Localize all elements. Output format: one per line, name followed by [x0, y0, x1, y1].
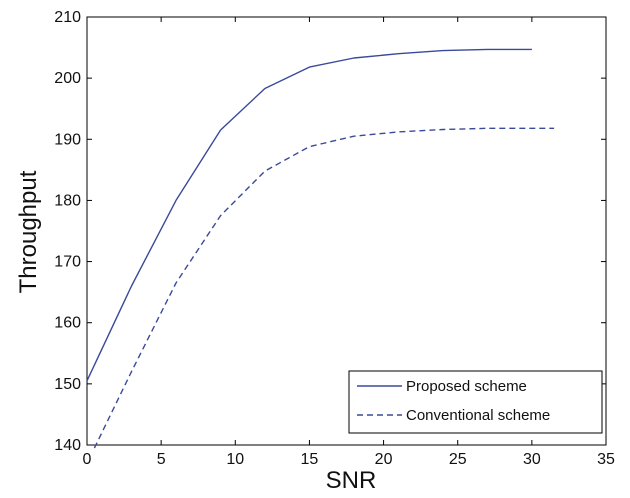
x-axis-title: SNR [326, 467, 377, 493]
y-axis-title: Throughput [15, 170, 42, 293]
legend-box [348, 370, 603, 434]
x-tick-label: 15 [301, 451, 319, 468]
x-tick-label: 0 [83, 451, 92, 468]
x-tick-label: 35 [597, 451, 615, 468]
y-tick-label: 190 [54, 131, 81, 148]
y-tick-label: 200 [54, 70, 81, 87]
legend: Proposed scheme Conventional scheme [348, 370, 603, 434]
x-tick-label: 30 [523, 451, 541, 468]
legend-label: Conventional scheme [406, 407, 550, 424]
y-tick-label: 150 [54, 376, 81, 393]
x-tick-label: 10 [226, 451, 244, 468]
y-tick-label: 140 [54, 437, 81, 454]
y-tick-label: 210 [54, 9, 81, 26]
series-lines [86, 48, 555, 449]
axis-ticks: 0 5 10 15 20 25 30 35 140 150 160 170 180 190 200 210 [54, 9, 615, 468]
y-tick-label: 160 [54, 315, 81, 332]
x-tick-label: 20 [375, 451, 393, 468]
y-tick-label: 170 [54, 254, 81, 271]
series-line-conventional [93, 127, 555, 449]
x-tick-label: 25 [449, 451, 467, 468]
series-line-proposed [86, 48, 532, 382]
x-tick-label: 5 [157, 451, 166, 468]
y-tick-label: 180 [54, 192, 81, 209]
legend-label: Proposed scheme [406, 378, 527, 395]
